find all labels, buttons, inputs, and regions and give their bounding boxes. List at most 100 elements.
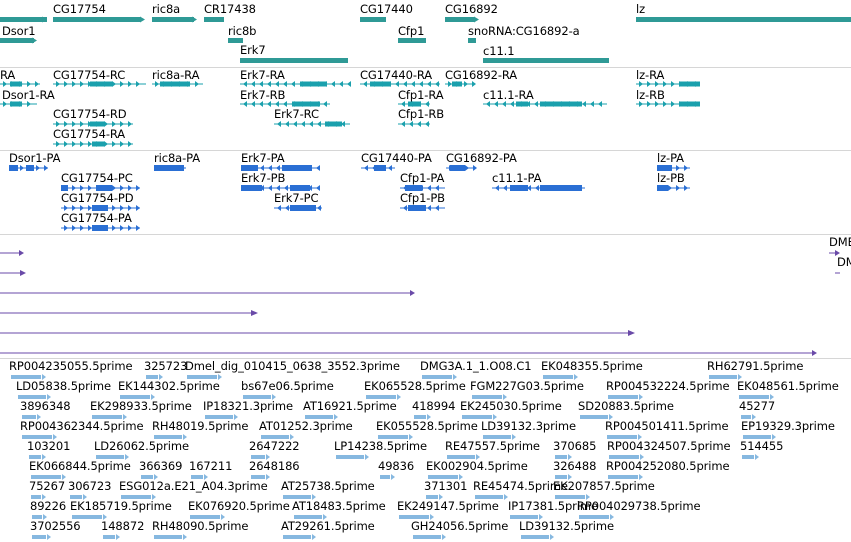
est-feature[interactable] <box>205 415 233 419</box>
protein-label[interactable]: CG17440-PA <box>361 151 432 165</box>
est-feature[interactable] <box>380 475 390 479</box>
est-feature[interactable] <box>336 455 364 459</box>
gene-feature[interactable] <box>483 58 609 63</box>
est-feature[interactable] <box>141 475 153 479</box>
transcript-exon[interactable] <box>408 101 420 107</box>
transcript-label[interactable]: ric8a-RA <box>152 68 200 82</box>
est-label[interactable]: ESG012a.E21_A04.3prime <box>119 479 268 493</box>
est-label[interactable]: 514455 <box>740 439 784 453</box>
transcript-exon[interactable] <box>540 101 582 107</box>
transcript-label[interactable]: RA <box>0 68 16 82</box>
est-feature[interactable] <box>294 515 322 519</box>
est-label[interactable]: RP004501411.5prime <box>605 419 729 433</box>
gene-label[interactable]: c11.1 <box>483 44 515 58</box>
est-feature[interactable] <box>608 475 638 479</box>
est-label[interactable]: 3702556 <box>30 519 81 533</box>
protein-exon[interactable] <box>290 185 310 191</box>
est-feature[interactable] <box>18 395 46 399</box>
protein-exon[interactable] <box>374 165 386 171</box>
est-feature[interactable] <box>399 515 429 519</box>
est-label[interactable]: EK249147.5prime <box>397 499 499 513</box>
est-feature[interactable] <box>555 495 585 499</box>
protein-exon[interactable] <box>92 225 108 231</box>
gene-label[interactable]: CG17754 <box>53 2 106 16</box>
est-label[interactable]: LD39132.5prime <box>519 519 614 533</box>
est-feature[interactable] <box>187 375 217 379</box>
gene-feature[interactable] <box>53 17 141 22</box>
protein-exon[interactable] <box>290 205 316 211</box>
est-feature[interactable] <box>243 395 271 399</box>
est-feature[interactable] <box>521 535 549 539</box>
transcript-exon[interactable] <box>325 121 342 127</box>
protein-label[interactable]: CG16892-PA <box>446 151 517 165</box>
est-label[interactable]: EK048355.5prime <box>541 359 643 373</box>
est-label[interactable]: AT18483.5prime <box>292 499 386 513</box>
gene-label[interactable]: CG17440 <box>360 2 413 16</box>
transcript-exon[interactable] <box>292 101 320 107</box>
transcript-label[interactable]: CG17754-RA <box>53 127 126 141</box>
gene-label[interactable]: ric8a <box>152 2 181 16</box>
est-label[interactable]: SD20883.5prime <box>578 399 674 413</box>
est-feature[interactable] <box>154 535 182 539</box>
est-label[interactable]: RP004235055.5prime <box>9 359 133 373</box>
est-label[interactable]: 148872 <box>101 519 145 533</box>
gene-feature[interactable] <box>398 38 426 43</box>
protein-label[interactable]: CG17754-PD <box>61 191 134 205</box>
transcript-label[interactable]: Cfp1-RA <box>398 88 444 102</box>
protein-exon[interactable] <box>241 185 262 191</box>
est-feature[interactable] <box>22 435 52 439</box>
est-label[interactable]: EK298933.5prime <box>90 399 192 413</box>
est-feature[interactable] <box>472 395 502 399</box>
protein-label[interactable]: ric8a-PA <box>154 151 201 165</box>
est-label[interactable]: RE45474.5prime <box>473 479 568 493</box>
est-feature[interactable] <box>483 435 511 439</box>
protein-exon[interactable] <box>26 165 34 171</box>
est-feature[interactable] <box>31 475 61 479</box>
est-feature[interactable] <box>146 375 158 379</box>
est-label[interactable]: 370685 <box>553 439 597 453</box>
gene-label[interactable]: ric8b <box>228 24 257 38</box>
est-feature[interactable] <box>743 435 771 439</box>
transcript-label[interactable]: CG17754-RC <box>53 68 126 82</box>
est-feature[interactable] <box>609 455 639 459</box>
est-label[interactable]: RP004029738.5prime <box>577 499 701 513</box>
est-label[interactable]: 306723 <box>68 479 112 493</box>
protein-exon[interactable] <box>61 185 68 191</box>
est-label[interactable]: RP004362344.5prime <box>20 419 144 433</box>
est-feature[interactable] <box>579 515 609 519</box>
gene-feature[interactable] <box>636 17 851 22</box>
est-label[interactable]: 418994 <box>412 399 456 413</box>
gene-label[interactable]: Cfp1 <box>398 24 425 38</box>
est-feature[interactable] <box>32 535 46 539</box>
protein-exon[interactable] <box>540 185 582 191</box>
est-feature[interactable] <box>32 515 42 519</box>
est-label[interactable]: LD26062.5prime <box>94 439 189 453</box>
est-feature[interactable] <box>11 375 41 379</box>
protein-exon[interactable] <box>405 185 422 191</box>
gene-label[interactable]: Dsor1 <box>2 24 36 38</box>
gene-feature[interactable] <box>360 17 386 22</box>
protein-label[interactable]: Cfp1-PB <box>400 191 445 205</box>
protein-label[interactable]: Erk7-PA <box>241 151 285 165</box>
protein-label[interactable]: CG17754-PC <box>61 171 133 185</box>
transcript-exon[interactable] <box>92 141 104 147</box>
transcript-exon[interactable] <box>10 81 22 87</box>
est-label[interactable]: 45277 <box>739 399 776 413</box>
transcript-label[interactable]: c11.1-RA <box>483 88 534 102</box>
protein-exon[interactable] <box>96 185 112 191</box>
est-feature[interactable] <box>447 455 475 459</box>
est-label[interactable]: RP004532224.5prime <box>606 379 730 393</box>
est-label[interactable]: 2648186 <box>249 459 300 473</box>
protein-exon[interactable] <box>92 205 108 211</box>
est-label[interactable]: RP004252080.5prime <box>606 459 730 473</box>
transcript-label[interactable]: lz-RB <box>636 88 665 102</box>
gene-label[interactable]: lz <box>636 2 646 16</box>
transcript-exon[interactable] <box>300 81 326 87</box>
est-feature[interactable] <box>580 415 608 419</box>
transcript-label[interactable]: Erk7-RB <box>240 88 286 102</box>
transcript-label[interactable]: CG16892-RA <box>445 68 518 82</box>
est-feature[interactable] <box>510 515 538 519</box>
est-feature[interactable] <box>72 515 102 519</box>
alignment-label[interactable]: DM <box>837 255 851 269</box>
est-feature[interactable] <box>709 375 737 379</box>
